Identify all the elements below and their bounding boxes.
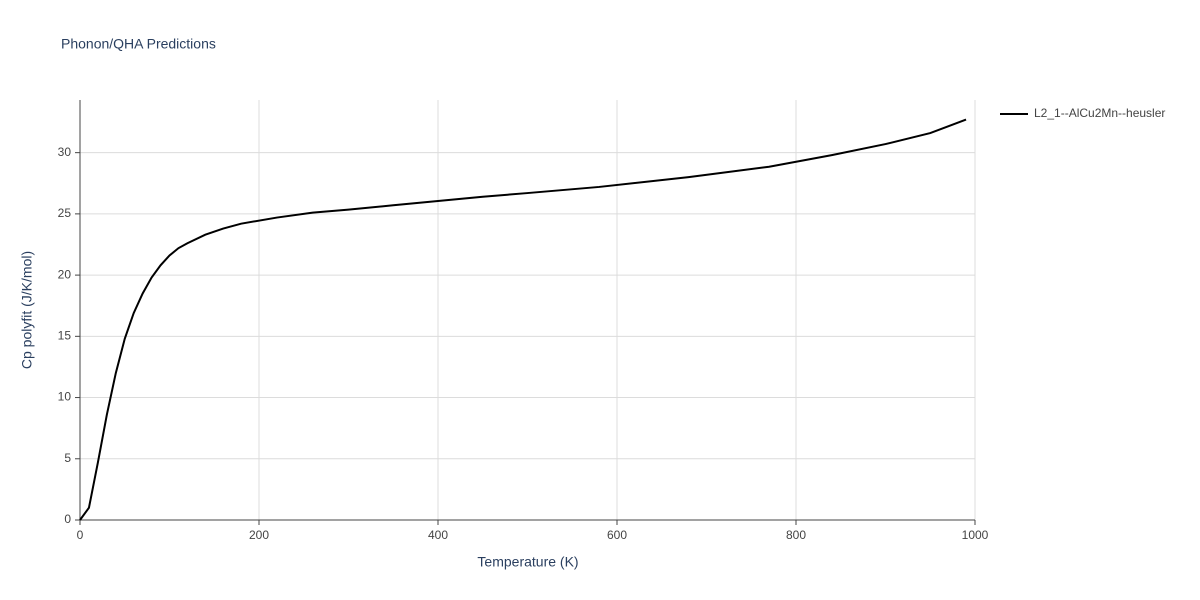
x-tick-label: 600 — [607, 528, 627, 542]
y-tick-label: 15 — [58, 328, 72, 342]
x-tick-label: 1000 — [962, 528, 989, 542]
x-tick-label: 200 — [249, 528, 269, 542]
y-tick-label: 0 — [64, 512, 71, 526]
y-tick-label: 30 — [58, 145, 72, 159]
legend-label: L2_1--AlCu2Mn--heusler — [1034, 106, 1165, 120]
chart-title: Phonon/QHA Predictions — [61, 36, 216, 52]
y-axis-title: Cp polyfit (J/K/mol) — [19, 251, 35, 369]
y-tick-label: 20 — [58, 267, 72, 281]
y-tick-label: 5 — [64, 451, 71, 465]
x-tick-label: 400 — [428, 528, 448, 542]
y-tick-label: 10 — [58, 390, 72, 404]
x-tick-label: 800 — [786, 528, 806, 542]
y-tick-label: 25 — [58, 206, 72, 220]
x-axis-title: Temperature (K) — [477, 554, 578, 570]
data-line — [79, 118, 967, 521]
x-tick-label: 0 — [77, 528, 84, 542]
